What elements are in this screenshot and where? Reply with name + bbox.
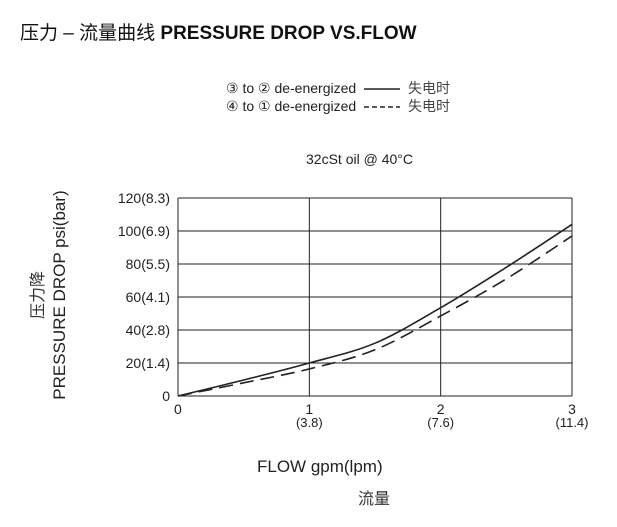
legend-solid-line xyxy=(364,88,401,91)
y-tick-label: 40(2.8) xyxy=(126,322,170,338)
legend-dashed-line xyxy=(364,106,401,109)
x-tick-label: 0 xyxy=(174,401,182,417)
x-axis-label-cn: 流量 xyxy=(358,491,391,508)
title-en: PRESSURE DROP VS.FLOW xyxy=(160,23,417,44)
legend-item-2: ④ to ① de-energized 失电时 xyxy=(226,96,450,116)
series-line-1 xyxy=(177,223,573,397)
y-tick-label: 80(5.5) xyxy=(126,256,170,272)
legend-item-1: ③ to ② de-energized 失电时 xyxy=(226,78,450,98)
x-tick-label: 2 xyxy=(437,401,445,417)
page-title: 压力 – 流量曲线 PRESSURE DROP VS.FLOW xyxy=(20,18,417,45)
y-tick-label: 100(6.9) xyxy=(118,223,170,239)
legend-label-cn: 失电时 xyxy=(407,98,450,114)
x-tick-sublabel: (11.4) xyxy=(556,415,589,430)
x-tick-label: 3 xyxy=(568,401,576,417)
x-tick-label: 1 xyxy=(305,401,313,417)
y-tick-label: 20(1.4) xyxy=(126,355,170,371)
y-tick-label: 120(8.3) xyxy=(118,190,170,206)
x-axis-label: FLOW gpm(lpm) xyxy=(257,457,383,476)
legend-label: ③ to ② de-energized xyxy=(226,80,357,96)
title-cn: 压力 – 流量曲线 xyxy=(20,23,156,44)
legend-label-cn: 失电时 xyxy=(407,80,450,96)
series-line-2 xyxy=(177,235,573,397)
x-tick-sublabel: (7.6) xyxy=(427,415,454,430)
y-tick-label: 0 xyxy=(162,388,170,404)
chart-subtitle: 32cSt oil @ 40°C xyxy=(306,151,413,167)
y-tick-label: 60(4.1) xyxy=(126,289,170,305)
x-tick-sublabel: (3.8) xyxy=(296,415,323,430)
legend-label: ④ to ① de-energized xyxy=(226,98,357,114)
